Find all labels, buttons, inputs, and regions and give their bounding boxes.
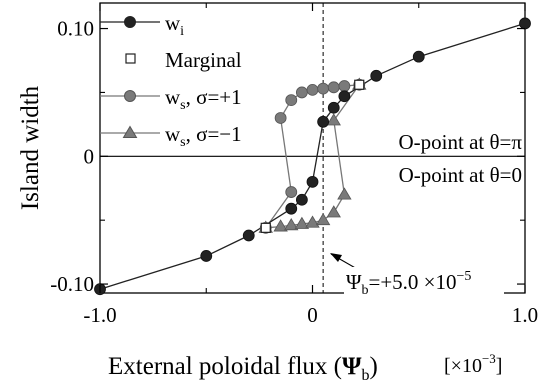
data-point — [273, 219, 288, 232]
data-point — [327, 101, 340, 114]
annotation-label: Ψb=+5.0 ×10−5 — [346, 269, 471, 298]
data-point — [284, 218, 299, 231]
legend-marker-ws-minus — [122, 125, 138, 138]
data-point — [338, 90, 351, 103]
legend-label-wi: wi — [165, 11, 184, 39]
annotation-background — [344, 267, 504, 295]
data-point — [326, 113, 341, 126]
x-tick-label: 0 — [307, 303, 318, 327]
data-point — [338, 80, 351, 92]
y-tick-label: 0.10 — [57, 17, 94, 41]
data-point — [295, 193, 308, 206]
reference-annotation: Ψb=+5.0 ×10−5 — [330, 253, 504, 298]
legend-item-marginal: Marginal — [125, 48, 242, 72]
y-tick-label: 0 — [84, 144, 95, 168]
data-point — [317, 115, 330, 128]
legend-label-marginal: Marginal — [165, 48, 242, 72]
data-point — [317, 82, 330, 95]
legend-item-ws-plus: ws, σ=+1 — [100, 85, 242, 113]
data-point — [260, 222, 271, 233]
data-point — [242, 229, 255, 242]
data-point — [354, 79, 365, 90]
data-point — [337, 187, 352, 200]
series-layer — [94, 17, 531, 296]
data-point — [285, 186, 298, 198]
y-tick-label: -0.10 — [50, 272, 94, 296]
legend-marker-marginal — [125, 53, 136, 64]
data-point — [519, 17, 531, 30]
x-axis-multiplier: [×10−3] — [444, 351, 502, 377]
data-point — [315, 212, 331, 226]
region-label-theta-zero: O-point at θ=0 — [399, 163, 522, 187]
legend-label-ws-minus: ws, σ=−1 — [165, 122, 242, 150]
legend-item-wi: wi — [100, 11, 184, 39]
legend-item-ws-minus: ws, σ=−1 — [100, 122, 242, 150]
data-point — [326, 205, 341, 218]
data-point — [294, 216, 310, 229]
data-point — [295, 86, 308, 99]
x-axis-label: External poloidal flux (Ψb) — [108, 353, 378, 383]
region-label-theta-pi: O-point at θ=π — [399, 130, 523, 154]
x-tick-label: -1.0 — [83, 303, 116, 327]
annotation-arrowhead — [330, 253, 342, 262]
legend-marker-ws-plus — [124, 90, 136, 102]
data-point — [370, 69, 383, 82]
legend-marker-wi — [124, 16, 136, 28]
data-point — [285, 202, 298, 215]
x-tick-label: 1.0 — [512, 303, 538, 327]
data-point — [305, 215, 320, 228]
y-axis-label: Island width — [17, 85, 44, 210]
data-point — [285, 94, 298, 106]
data-point — [306, 83, 319, 96]
data-point — [274, 112, 287, 124]
data-point — [327, 81, 340, 94]
data-point — [412, 50, 425, 63]
legend: wi Marginal ws, σ=+1 ws, σ=−1 — [100, 11, 242, 150]
plot-area — [94, 2, 531, 296]
series-line — [99, 22, 526, 290]
data-point — [306, 175, 319, 188]
ticks-layer: -1.0 0 1.0 0.10 0 -0.10 — [50, 3, 538, 327]
data-point — [200, 250, 213, 262]
legend-label-ws-plus: ws, σ=+1 — [165, 85, 242, 113]
series-line — [265, 84, 360, 229]
